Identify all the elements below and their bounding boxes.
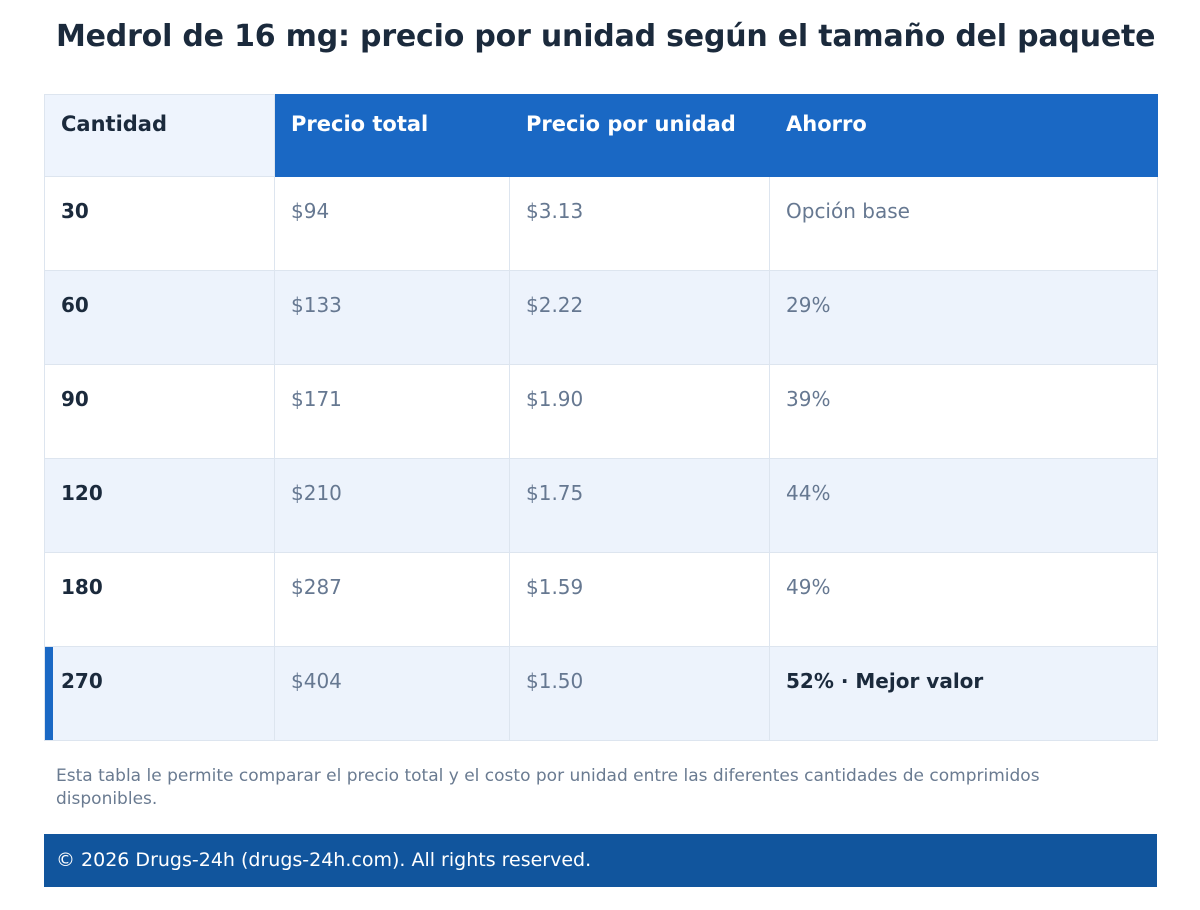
quantity-cell: 270 <box>44 646 275 741</box>
table-row: 60 $133 $2.22 29% <box>44 270 1158 365</box>
savings-cell: 44% <box>769 458 1158 553</box>
unit-price-cell: $3.13 <box>509 176 770 271</box>
price-table: Cantidad Precio total Precio por unidad … <box>44 94 1158 741</box>
total-price-cell: $287 <box>274 552 510 647</box>
savings-cell-best-value: 52% · Mejor valor <box>769 646 1158 741</box>
total-price-cell: $94 <box>274 176 510 271</box>
table-row: 30 $94 $3.13 Opción base <box>44 176 1158 271</box>
unit-price-cell: $1.75 <box>509 458 770 553</box>
total-price-cell: $171 <box>274 364 510 459</box>
quantity-cell: 120 <box>44 458 275 553</box>
page-title: Medrol de 16 mg: precio por unidad según… <box>56 19 1156 54</box>
column-header-savings: Ahorro <box>769 94 1158 177</box>
unit-price-cell: $1.90 <box>509 364 770 459</box>
savings-cell: 39% <box>769 364 1158 459</box>
table-note: Esta tabla le permite comparar el precio… <box>56 766 1040 809</box>
total-price-cell: $133 <box>274 270 510 365</box>
column-header-unit-price: Precio por unidad <box>509 94 770 177</box>
footer-copyright: © 2026 Drugs-24h (drugs-24h.com). All ri… <box>44 834 1157 887</box>
unit-price-cell: $2.22 <box>509 270 770 365</box>
quantity-cell: 90 <box>44 364 275 459</box>
savings-cell: 29% <box>769 270 1158 365</box>
total-price-cell: $404 <box>274 646 510 741</box>
table-row: 90 $171 $1.90 39% <box>44 364 1158 459</box>
table-row-best-value: 270 $404 $1.50 52% · Mejor valor <box>44 646 1158 741</box>
table-row: 180 $287 $1.59 49% <box>44 552 1158 647</box>
savings-cell: Opción base <box>769 176 1158 271</box>
table-row: 120 $210 $1.75 44% <box>44 458 1158 553</box>
unit-price-cell: $1.50 <box>509 646 770 741</box>
table-header-row: Cantidad Precio total Precio por unidad … <box>44 94 1158 177</box>
column-header-quantity: Cantidad <box>44 94 275 177</box>
column-header-total-price: Precio total <box>274 94 510 177</box>
quantity-cell: 30 <box>44 176 275 271</box>
quantity-cell: 60 <box>44 270 275 365</box>
savings-cell: 49% <box>769 552 1158 647</box>
quantity-cell: 180 <box>44 552 275 647</box>
unit-price-cell: $1.59 <box>509 552 770 647</box>
total-price-cell: $210 <box>274 458 510 553</box>
